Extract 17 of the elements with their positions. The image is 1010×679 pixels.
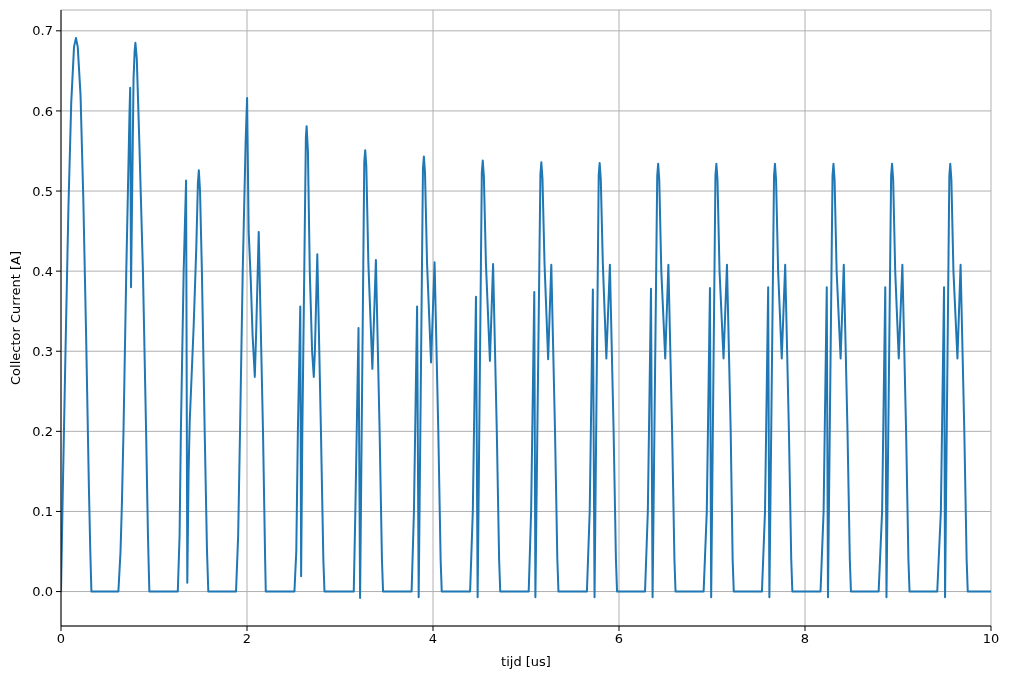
y-tick-label: 0.4 <box>32 263 53 279</box>
y-tick-label: 0.6 <box>32 103 53 119</box>
x-tick-label: 10 <box>982 631 1000 647</box>
y-tick-label: 0.1 <box>32 504 53 520</box>
y-tick-label: 0.0 <box>32 584 53 600</box>
x-tick-label: 8 <box>800 631 810 647</box>
x-axis-title: tijd [us] <box>501 654 551 669</box>
x-tick-label: 6 <box>614 631 624 647</box>
y-tick-label: 0.3 <box>32 343 53 359</box>
y-axis-title: Collector Current [A] <box>7 251 23 385</box>
x-tick-label: 2 <box>242 631 252 647</box>
y-tick-label: 0.2 <box>32 423 53 439</box>
x-tick-label: 0 <box>56 631 66 647</box>
x-tick-label: 4 <box>428 631 438 647</box>
y-tick-label: 0.7 <box>32 23 53 39</box>
line-series <box>61 37 991 599</box>
y-tick-label: 0.5 <box>32 183 53 199</box>
